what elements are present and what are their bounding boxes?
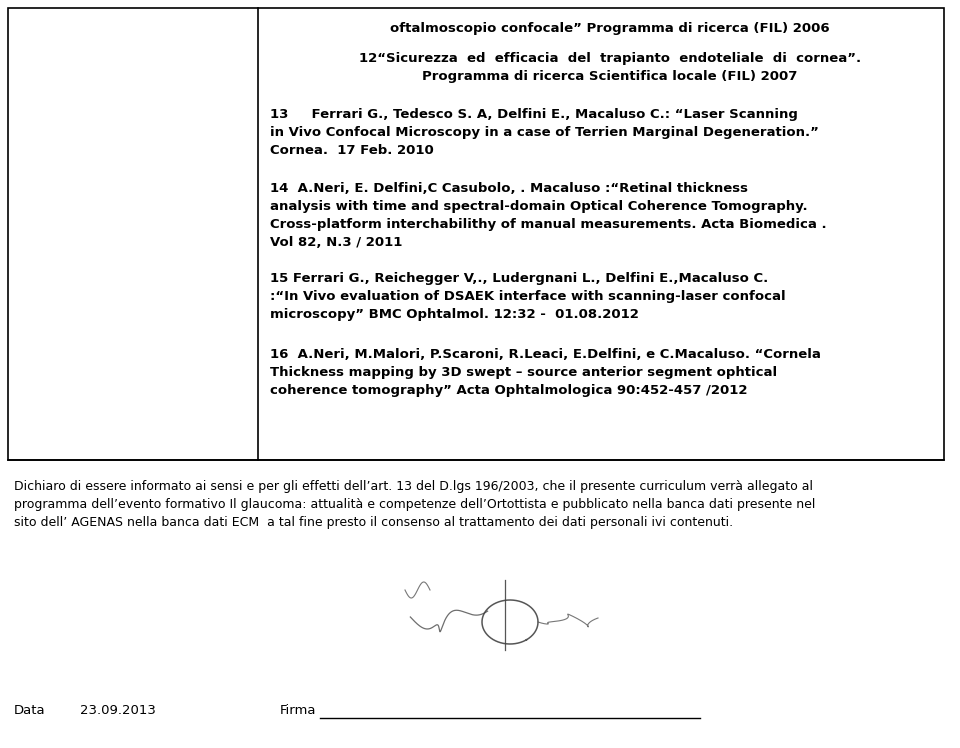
Text: sito dell’ AGENAS nella banca dati ECM  a tal fine presto il consenso al trattam: sito dell’ AGENAS nella banca dati ECM a… bbox=[14, 516, 733, 529]
Text: analysis with time and spectral-domain Optical Coherence Tomography.: analysis with time and spectral-domain O… bbox=[270, 200, 807, 213]
Text: Thickness mapping by 3D swept – source anterior segment ophtical: Thickness mapping by 3D swept – source a… bbox=[270, 366, 778, 379]
Text: Dichiaro di essere informato ai sensi e per gli effetti dell’art. 13 del D.lgs 1: Dichiaro di essere informato ai sensi e … bbox=[14, 480, 813, 493]
Text: Programma di ricerca Scientifica locale (FIL) 2007: Programma di ricerca Scientifica locale … bbox=[422, 70, 798, 83]
Text: Cross-platform interchabilithy of manual measurements. Acta Biomedica .: Cross-platform interchabilithy of manual… bbox=[270, 218, 827, 231]
Text: :“In Vivo evaluation of DSAEK interface with scanning-laser confocal: :“In Vivo evaluation of DSAEK interface … bbox=[270, 290, 785, 303]
Text: Vol 82, N.3 / 2011: Vol 82, N.3 / 2011 bbox=[270, 236, 402, 249]
Text: coherence tomography” Acta Ophtalmologica 90:452-457 /2012: coherence tomography” Acta Ophtalmologic… bbox=[270, 384, 748, 397]
Text: microscopy” BMC Ophtalmol. 12:32 -  01.08.2012: microscopy” BMC Ophtalmol. 12:32 - 01.08… bbox=[270, 308, 638, 321]
Text: 12“Sicurezza  ed  efficacia  del  trapianto  endoteliale  di  cornea”.: 12“Sicurezza ed efficacia del trapianto … bbox=[359, 52, 861, 65]
Text: 14  A.Neri, E. Delfini,C Casubolo, . Macaluso :“Retinal thickness: 14 A.Neri, E. Delfini,C Casubolo, . Maca… bbox=[270, 182, 748, 195]
Text: Data: Data bbox=[14, 704, 46, 717]
Text: 15 Ferrari G., Reichegger V,., Ludergnani L., Delfini E.,Macaluso C.: 15 Ferrari G., Reichegger V,., Ludergnan… bbox=[270, 272, 768, 285]
Text: Cornea.  17 Feb. 2010: Cornea. 17 Feb. 2010 bbox=[270, 144, 434, 157]
Text: programma dell’evento formativo Il glaucoma: attualità e competenze dell’Ortotti: programma dell’evento formativo Il glauc… bbox=[14, 498, 815, 511]
Text: 13     Ferrari G., Tedesco S. A, Delfini E., Macaluso C.: “Laser Scanning: 13 Ferrari G., Tedesco S. A, Delfini E.,… bbox=[270, 108, 798, 121]
Bar bbox=[8, 8, 944, 460]
Text: in Vivo Confocal Microscopy in a case of Terrien Marginal Degeneration.”: in Vivo Confocal Microscopy in a case of… bbox=[270, 126, 819, 139]
Text: 23.09.2013: 23.09.2013 bbox=[80, 704, 156, 717]
Text: oftalmoscopio confocale” Programma di ricerca (FIL) 2006: oftalmoscopio confocale” Programma di ri… bbox=[390, 22, 829, 35]
Text: Firma: Firma bbox=[280, 704, 317, 717]
Text: 16  A.Neri, M.Malori, P.Scaroni, R.Leaci, E.Delfini, e C.Macaluso. “Cornela: 16 A.Neri, M.Malori, P.Scaroni, R.Leaci,… bbox=[270, 348, 821, 361]
